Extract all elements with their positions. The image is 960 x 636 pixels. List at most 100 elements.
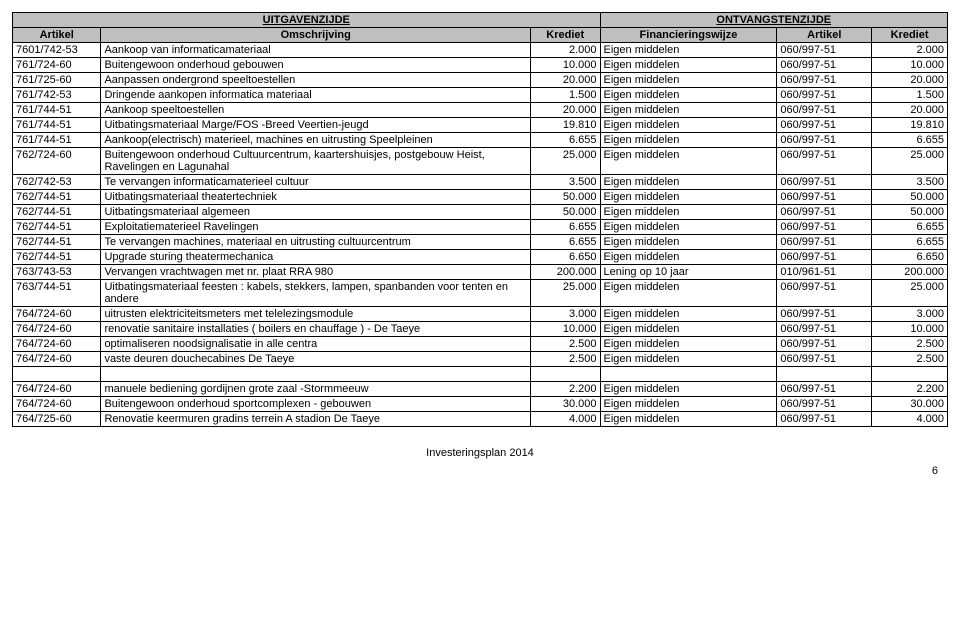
cell-artikel-r: 060/997-51 [777,397,872,412]
table-row: 761/744-51Uitbatingsmateriaal Marge/FOS … [13,118,948,133]
cell-artikel-l: 762/744-51 [13,205,101,220]
table-row: 764/724-60Buitengewoon onderhoud sportco… [13,397,948,412]
cell-artikel-l: 764/724-60 [13,352,101,367]
cell-artikel-l: 762/744-51 [13,220,101,235]
table-row: 763/743-53Vervangen vrachtwagen met nr. … [13,265,948,280]
cell-financiering: Eigen middelen [600,205,777,220]
header-left-title: UITGAVENZIJDE [13,13,601,28]
cell-omschrijving: Te vervangen machines, materiaal en uitr… [101,235,531,250]
cell-artikel-r: 060/997-51 [777,73,872,88]
table-row: 762/742-53Te vervangen informaticamateri… [13,175,948,190]
spacer-cell [531,367,601,382]
cell-financiering: Eigen middelen [600,322,777,337]
cell-artikel-l: 764/724-60 [13,382,101,397]
page-number: 6 [12,465,948,477]
cell-omschrijving: Aankoop speeltoestellen [101,103,531,118]
cell-financiering: Eigen middelen [600,133,777,148]
cell-krediet-r: 50.000 [872,190,948,205]
table-row: 764/724-60manuele bediening gordijnen gr… [13,382,948,397]
cell-artikel-l: 761/725-60 [13,73,101,88]
cell-krediet-l: 25.000 [531,148,601,175]
cell-omschrijving: Aanpassen ondergrond speeltoestellen [101,73,531,88]
cell-financiering: Eigen middelen [600,250,777,265]
table-body: 7601/742-53Aankoop van informaticamateri… [13,43,948,427]
cell-omschrijving: Uitbatingsmateriaal feesten : kabels, st… [101,280,531,307]
table-row: 7601/742-53Aankoop van informaticamateri… [13,43,948,58]
cell-artikel-l: 764/724-60 [13,322,101,337]
cell-artikel-r: 060/997-51 [777,220,872,235]
cell-artikel-r: 060/997-51 [777,205,872,220]
spacer-cell [777,367,872,382]
cell-omschrijving: Uitbatingsmateriaal theatertechniek [101,190,531,205]
cell-krediet-r: 200.000 [872,265,948,280]
cell-krediet-l: 2.000 [531,43,601,58]
cell-financiering: Eigen middelen [600,352,777,367]
header-right-title: ONTVANGSTENZIJDE [600,13,947,28]
cell-financiering: Lening op 10 jaar [600,265,777,280]
cell-artikel-l: 764/724-60 [13,307,101,322]
cell-artikel-l: 761/744-51 [13,103,101,118]
cell-artikel-r: 060/997-51 [777,133,872,148]
cell-krediet-l: 25.000 [531,280,601,307]
cell-artikel-r: 060/997-51 [777,175,872,190]
table-row: 762/744-51Exploitatiematerieel Ravelinge… [13,220,948,235]
cell-artikel-l: 764/724-60 [13,397,101,412]
cell-krediet-l: 2.500 [531,337,601,352]
cell-omschrijving: Te vervangen informaticamaterieel cultuu… [101,175,531,190]
cell-artikel-r: 010/961-51 [777,265,872,280]
cell-krediet-r: 20.000 [872,73,948,88]
cell-omschrijving: Vervangen vrachtwagen met nr. plaat RRA … [101,265,531,280]
cell-krediet-l: 10.000 [531,322,601,337]
table-row: 764/724-60uitrusten elektriciteitsmeters… [13,307,948,322]
cell-omschrijving: Renovatie keermuren gradins terrein A st… [101,412,531,427]
table-row: 764/725-60Renovatie keermuren gradins te… [13,412,948,427]
cell-krediet-l: 2.200 [531,382,601,397]
cell-financiering: Eigen middelen [600,412,777,427]
cell-krediet-l: 6.655 [531,235,601,250]
cell-financiering: Eigen middelen [600,175,777,190]
cell-krediet-r: 2.000 [872,43,948,58]
cell-financiering: Eigen middelen [600,103,777,118]
table-row: 764/724-60renovatie sanitaire installati… [13,322,948,337]
cell-krediet-l: 3.500 [531,175,601,190]
cell-artikel-r: 060/997-51 [777,43,872,58]
cell-omschrijving: Uitbatingsmateriaal algemeen [101,205,531,220]
cell-krediet-r: 6.655 [872,220,948,235]
table-row: 761/724-60Buitengewoon onderhoud gebouwe… [13,58,948,73]
cell-artikel-l: 762/744-51 [13,250,101,265]
table-row: 762/744-51Upgrade sturing theatermechani… [13,250,948,265]
cell-krediet-r: 30.000 [872,397,948,412]
cell-krediet-l: 10.000 [531,58,601,73]
header-sub-row: Artikel Omschrijving Krediet Financierin… [13,28,948,43]
cell-artikel-r: 060/997-51 [777,382,872,397]
col-artikel-l: Artikel [13,28,101,43]
cell-omschrijving: Dringende aankopen informatica materiaal [101,88,531,103]
cell-artikel-r: 060/997-51 [777,148,872,175]
cell-financiering: Eigen middelen [600,190,777,205]
cell-artikel-r: 060/997-51 [777,250,872,265]
cell-omschrijving: Upgrade sturing theatermechanica [101,250,531,265]
cell-krediet-r: 10.000 [872,58,948,73]
cell-financiering: Eigen middelen [600,307,777,322]
cell-omschrijving: Buitengewoon onderhoud gebouwen [101,58,531,73]
table-row: 761/725-60Aanpassen ondergrond speeltoes… [13,73,948,88]
cell-krediet-l: 50.000 [531,190,601,205]
col-financiering: Financieringswijze [600,28,777,43]
cell-artikel-l: 762/724-60 [13,148,101,175]
cell-krediet-l: 1.500 [531,88,601,103]
cell-artikel-l: 761/742-53 [13,88,101,103]
cell-krediet-r: 2.200 [872,382,948,397]
table-row [13,367,948,382]
cell-krediet-l: 30.000 [531,397,601,412]
cell-artikel-r: 060/997-51 [777,337,872,352]
table-row: 762/724-60Buitengewoon onderhoud Cultuur… [13,148,948,175]
cell-omschrijving: Buitengewoon onderhoud sportcomplexen - … [101,397,531,412]
cell-financiering: Eigen middelen [600,43,777,58]
cell-omschrijving: Aankoop(electrisch) materieel, machines … [101,133,531,148]
cell-artikel-r: 060/997-51 [777,88,872,103]
cell-financiering: Eigen middelen [600,88,777,103]
col-artikel-r: Artikel [777,28,872,43]
cell-krediet-l: 50.000 [531,205,601,220]
cell-artikel-l: 763/743-53 [13,265,101,280]
cell-krediet-r: 50.000 [872,205,948,220]
